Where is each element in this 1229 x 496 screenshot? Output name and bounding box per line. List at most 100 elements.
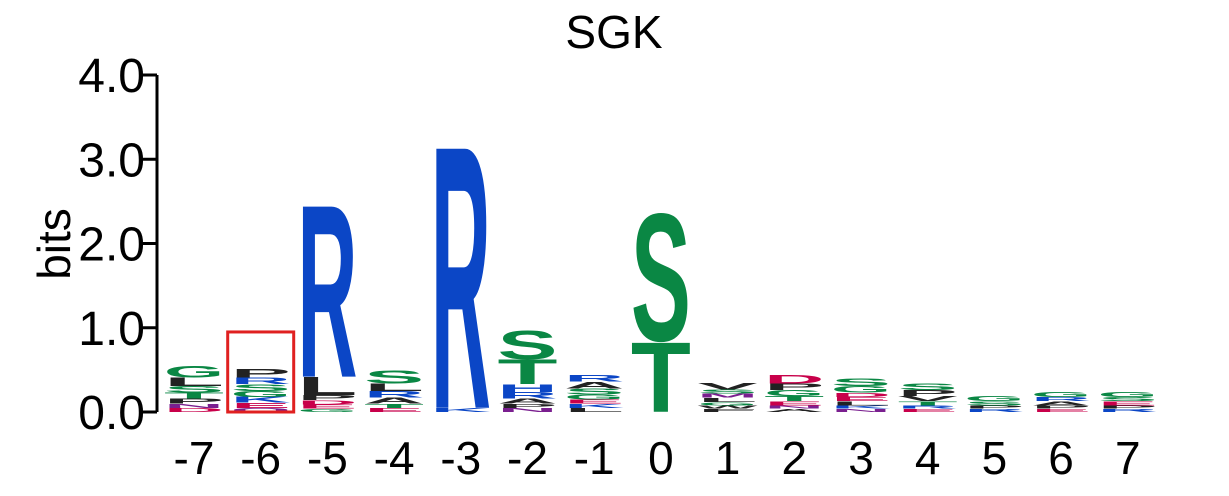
logo-letter: E [831,396,891,403]
logo-letter: N [764,404,824,409]
logo-letter: G [764,388,824,397]
x-tick-label: 3 [848,432,874,484]
logo-letter: G [698,401,758,406]
logo-letter: E [297,403,357,410]
logo-letter: D [831,392,891,398]
logo-letter: L [297,372,357,401]
logo-letter: S [564,387,624,396]
logo-letter: D [764,373,824,386]
logo-letter: K [431,407,491,413]
x-tick-label: -4 [374,432,415,484]
logo-letter: N [831,408,891,413]
logo-letter: P [1098,404,1158,409]
logo-letter: R [1098,408,1158,413]
logo-letter: A [1031,400,1091,406]
logo-letter: R [564,373,624,384]
x-tick-label: 7 [1115,432,1141,484]
x-tick-label: 2 [782,432,808,484]
logo-letter: D [297,399,357,405]
y-tick-label: 4.0 [78,50,145,103]
x-tick-label: -6 [240,432,281,484]
logo-letter: W [698,404,759,409]
logo-letter: F [698,408,758,413]
logo-letter: P [164,397,224,405]
logo-letter: T [498,352,558,392]
logo-letter: L [164,375,224,388]
logo-letter: N [164,403,224,409]
logo-letter: L [698,397,758,404]
logo-letter: V [698,381,758,392]
y-tick-label: 1.0 [78,303,145,356]
logo-letter: E [364,407,424,414]
x-tick-label: -3 [440,432,481,484]
logo-letter: S [364,366,424,387]
logo-letter: P [498,402,558,409]
logo-letter: R [964,408,1024,413]
logo-letter: E [564,398,624,405]
logo-letter: R [297,154,357,430]
logo-letter: L [364,381,424,393]
logo-letter: G [297,408,357,413]
x-tick-label: -7 [174,432,215,484]
logo-letter: E [1031,408,1091,413]
logo-letter: N [498,407,558,413]
logo-letter: E [231,401,291,409]
logo-letter: V [898,395,959,403]
logo-letter: S [231,382,291,393]
logo-letter: S [698,388,758,395]
logo-letter: S [631,177,691,380]
logo-letter: T [164,391,224,400]
logo-letter: T [764,395,824,403]
logo-letter: M [698,392,758,399]
chart-title: SGK [565,6,662,58]
logo-letter: R [431,67,491,488]
x-tick-label: -1 [574,432,615,484]
logo-letter: P [231,367,291,380]
logo-letter: P [898,389,958,398]
logo-letter: E [1098,400,1158,407]
logo-letter: G [1031,390,1091,398]
logo-letter: G [564,393,624,401]
y-tick-label: 0.0 [78,387,145,440]
logo-letter: L [831,400,891,407]
x-tick-label: -5 [307,432,348,484]
highlight-rect [226,330,296,414]
x-tick-label: 0 [648,432,674,484]
logo-letter: R [364,389,424,400]
logo-letter: G [964,395,1024,403]
x-tick-label: 1 [715,432,741,484]
logo-letter: S [1098,396,1158,403]
logo-letter: R [498,390,558,401]
logo-letter: S [831,376,891,388]
y-tick-label: 3.0 [78,134,145,187]
logo-letter: R [231,376,291,387]
logo-letter: K [831,404,891,409]
logo-letter: A [764,408,824,413]
logo-letter: R [898,404,958,409]
logo-letter: P [764,382,824,393]
logo-letter: L [564,407,624,414]
logo-letter: T [898,400,958,407]
logo-letter: K [231,395,292,404]
logo-letter: E [898,408,958,413]
logo-letter: T [631,322,691,434]
logo-letter: Q [231,407,291,414]
y-axis: 0.0 1.0 2.0 3.0 4.0 [78,50,159,440]
x-axis-ticks: -7 -6 -5 -4 -3 -2 -1 0 1 2 3 4 5 6 7 [174,432,1141,484]
logo-letter: S [498,322,558,368]
x-tick-label: 6 [1048,432,1074,484]
logo-letter: K [564,403,624,409]
logo-letter: G [231,389,291,398]
y-axis-label: bits [28,208,80,280]
x-tick-label: -2 [507,432,548,484]
logo-letter: R [1031,396,1091,402]
x-tick-label: 4 [915,432,941,484]
logo-letter: T [364,402,424,409]
logo-letter: P [964,404,1024,409]
logo-letter: G [831,384,891,395]
logo-letter: P [297,394,357,402]
logo-letter: E [764,400,824,407]
logo-letter: A [564,380,624,391]
